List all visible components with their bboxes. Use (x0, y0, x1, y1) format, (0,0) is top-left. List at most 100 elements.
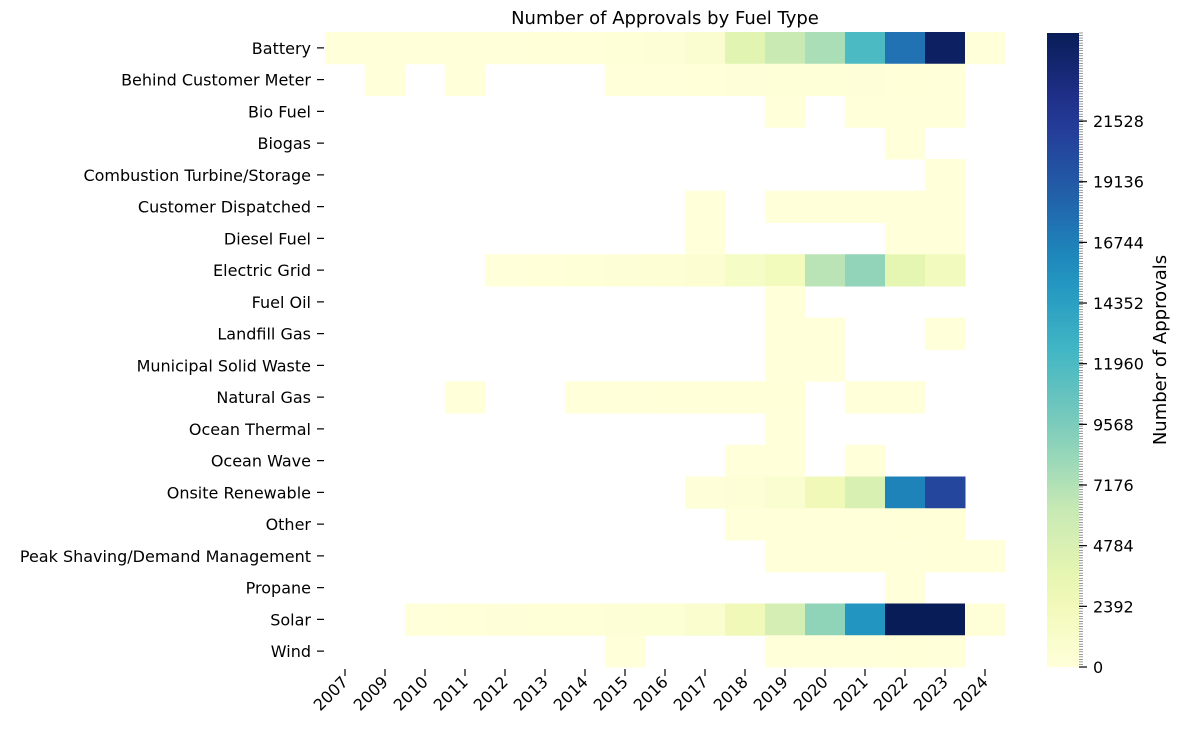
heatmap-cell (765, 603, 806, 636)
x-tick-label: 2024 (950, 672, 992, 714)
heatmap-cell (965, 32, 1006, 65)
heatmap-cell (765, 508, 806, 541)
heatmap-cell (765, 381, 806, 414)
heatmap-cell (485, 254, 526, 287)
heatmap-cell (805, 63, 846, 96)
y-tick-label: Onsite Renewable (167, 483, 311, 502)
heatmap-cell (685, 32, 726, 65)
heatmap-cell (925, 159, 966, 192)
heatmap-cell (885, 32, 926, 65)
heatmap-cell (485, 32, 526, 65)
heatmap-cell (645, 63, 686, 96)
heatmap-cell (725, 32, 766, 65)
x-tick-label: 2016 (630, 672, 672, 714)
heatmap-cell (885, 95, 926, 128)
chart-title: Number of Approvals by Fuel Type (511, 8, 819, 29)
heatmap-cell (885, 508, 926, 541)
heatmap-cell (845, 635, 886, 668)
colorbar-tick-label: 21528 (1093, 112, 1144, 131)
heatmap-cell (925, 540, 966, 573)
colorbar-tick-label: 19136 (1093, 173, 1144, 192)
colorbar-tick-label: 4784 (1093, 537, 1134, 556)
heatmap-cell (925, 476, 966, 509)
heatmap-cell (645, 254, 686, 287)
x-axis-labels: 2007200920102011201220132014201520162017… (310, 669, 992, 715)
heatmap-cell (765, 95, 806, 128)
heatmap-cell (605, 254, 646, 287)
heatmap-cell (765, 317, 806, 350)
colorbar-gradient (1047, 33, 1079, 667)
x-tick-label: 2019 (750, 672, 792, 714)
colorbar: 0 2392 4784 7176 9568 11960 14352 16744 19136 215… (1047, 32, 1171, 677)
heatmap-cell (885, 635, 926, 668)
heatmap-cell (885, 254, 926, 287)
heatmap-cell (645, 603, 686, 636)
heatmap-cell (765, 413, 806, 446)
y-tick-label: Battery (252, 39, 311, 58)
heatmap-cell (605, 32, 646, 65)
x-tick-label: 2014 (550, 672, 592, 714)
heatmap-cell (685, 222, 726, 255)
y-tick-label: Fuel Oil (252, 293, 311, 312)
x-tick-label: 2011 (430, 672, 472, 714)
heatmap-cell (325, 32, 366, 65)
heatmap-cell (885, 571, 926, 604)
heatmap-cell (845, 190, 886, 223)
heatmap-cell (925, 95, 966, 128)
heatmap-cell (445, 63, 486, 96)
heatmap-cell (765, 476, 806, 509)
heatmap-cell (765, 444, 806, 477)
x-tick-label: 2020 (790, 672, 832, 714)
y-tick-label: Peak Shaving/Demand Management (20, 547, 311, 566)
heatmap-cell (805, 254, 846, 287)
heatmap-cell (845, 508, 886, 541)
heatmap-cell (645, 381, 686, 414)
heatmap-cell (765, 286, 806, 319)
heatmap-cell (925, 603, 966, 636)
x-tick-label: 2022 (870, 672, 912, 714)
heatmap-cell (405, 603, 446, 636)
colorbar-label: Number of Approvals (1150, 255, 1171, 445)
heatmap-cell (925, 317, 966, 350)
heatmap-cell (845, 476, 886, 509)
heatmap-cells (325, 32, 1006, 668)
heatmap-cell (565, 603, 606, 636)
heatmap-cell (845, 381, 886, 414)
x-tick-label: 2015 (590, 672, 632, 714)
heatmap-cell (685, 381, 726, 414)
heatmap-cell (805, 476, 846, 509)
y-tick-label: Ocean Wave (211, 452, 311, 471)
colorbar-tick-label: 0 (1093, 658, 1103, 677)
heatmap-cell (685, 63, 726, 96)
heatmap-cell (805, 190, 846, 223)
y-tick-label: Combustion Turbine/Storage (83, 166, 311, 185)
heatmap-cell (885, 603, 926, 636)
heatmap-cell (765, 63, 806, 96)
x-tick-label: 2012 (470, 672, 512, 714)
heatmap-cell (725, 444, 766, 477)
heatmap-cell (925, 63, 966, 96)
heatmap-cell (965, 540, 1006, 573)
y-tick-label: Natural Gas (216, 388, 311, 407)
heatmap-cell (765, 254, 806, 287)
heatmap-cell (845, 603, 886, 636)
heatmap-cell (685, 476, 726, 509)
x-tick-label: 2010 (390, 672, 432, 714)
heatmap-cell (805, 317, 846, 350)
heatmap-cell (685, 254, 726, 287)
y-tick-label: Customer Dispatched (138, 198, 311, 217)
heatmap-cell (925, 635, 966, 668)
y-tick-label: Wind (271, 642, 311, 661)
heatmap-cell (885, 476, 926, 509)
heatmap-cell (525, 254, 566, 287)
y-tick-label: Bio Fuel (248, 102, 311, 121)
heatmap-cell (765, 540, 806, 573)
heatmap-cell (605, 635, 646, 668)
heatmap-cell (885, 127, 926, 160)
colorbar-tick-label: 2392 (1093, 597, 1134, 616)
y-tick-label: Diesel Fuel (224, 229, 311, 248)
x-tick-label: 2013 (510, 672, 552, 714)
x-tick-label: 2023 (910, 672, 952, 714)
heatmap-cell (885, 381, 926, 414)
